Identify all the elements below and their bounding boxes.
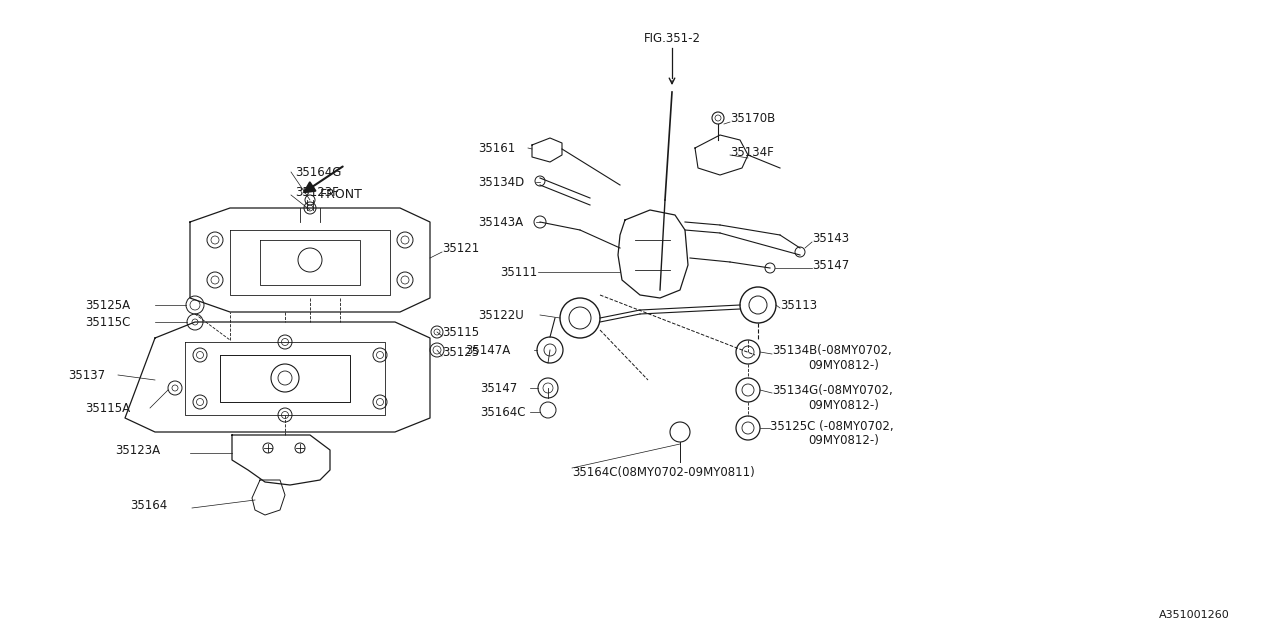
Text: 35134G(-08MY0702,: 35134G(-08MY0702, — [772, 383, 892, 397]
Text: 09MY0812-): 09MY0812-) — [808, 358, 879, 371]
Text: 35164G: 35164G — [294, 166, 342, 179]
Text: 35143A: 35143A — [477, 216, 524, 228]
Text: 35122U: 35122U — [477, 308, 524, 321]
Text: 35111: 35111 — [500, 266, 538, 278]
Text: 35161: 35161 — [477, 141, 516, 154]
Text: 35147: 35147 — [812, 259, 849, 271]
Text: 35115: 35115 — [442, 326, 479, 339]
Text: 35170B: 35170B — [730, 111, 776, 125]
Text: 35137: 35137 — [68, 369, 105, 381]
Text: 09MY0812-): 09MY0812-) — [808, 399, 879, 412]
Text: 35164C: 35164C — [480, 406, 526, 419]
Text: 35134F: 35134F — [730, 145, 773, 159]
Text: 35123A: 35123A — [115, 444, 160, 456]
Text: 35147: 35147 — [480, 381, 517, 394]
Text: 35147A: 35147A — [465, 344, 511, 356]
Text: A351001260: A351001260 — [1160, 610, 1230, 620]
Text: 35123F: 35123F — [294, 186, 339, 198]
Text: 35134D: 35134D — [477, 175, 525, 189]
Text: 35115A: 35115A — [84, 401, 131, 415]
Text: 35125: 35125 — [442, 346, 479, 358]
Text: FIG.351-2: FIG.351-2 — [644, 31, 700, 45]
Text: 35125C (-08MY0702,: 35125C (-08MY0702, — [771, 419, 893, 433]
Text: 35121: 35121 — [442, 241, 479, 255]
Text: 35143: 35143 — [812, 232, 849, 244]
Text: 35164: 35164 — [131, 499, 168, 511]
Text: 35115C: 35115C — [84, 316, 131, 328]
Text: 09MY0812-): 09MY0812-) — [808, 433, 879, 447]
Text: 35164C(08MY0702-09MY0811): 35164C(08MY0702-09MY0811) — [572, 465, 755, 479]
Text: 35134B(-08MY0702,: 35134B(-08MY0702, — [772, 344, 892, 356]
Text: 35125A: 35125A — [84, 298, 131, 312]
Text: FRONT: FRONT — [320, 188, 362, 201]
Text: 35113: 35113 — [780, 298, 817, 312]
